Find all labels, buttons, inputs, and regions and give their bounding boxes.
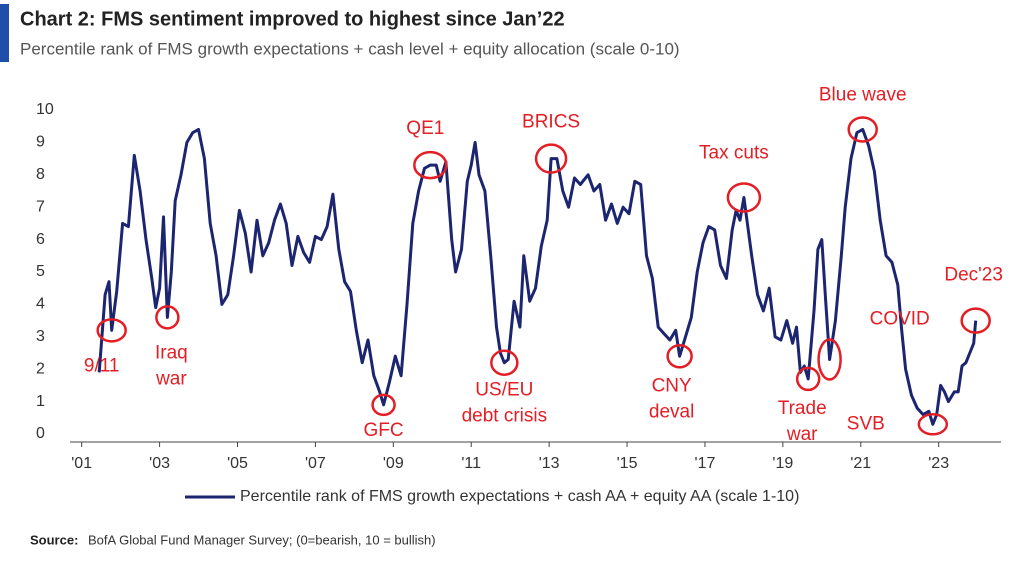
y-tick-label: 4	[36, 296, 45, 313]
series-line	[97, 127, 978, 426]
annotation-label: Blue wave	[819, 84, 907, 105]
annotation-circle	[371, 393, 396, 417]
annotation-circle	[726, 182, 762, 213]
annotation-label: debt crisis	[462, 406, 548, 427]
y-tick-label: 9	[36, 134, 45, 151]
annotation-label: CNY	[652, 375, 692, 396]
y-tick-label: 8	[36, 166, 45, 183]
annotation-label: COVID	[870, 308, 930, 329]
annotation-circle	[817, 338, 842, 381]
annotation-label: SVB	[847, 413, 885, 434]
chart-subtitle: Percentile rank of FMS growth expectatio…	[20, 39, 680, 58]
annotation-circle	[96, 318, 127, 343]
annotation-label: 9/11	[84, 355, 120, 376]
x-tick-label: '13	[539, 455, 560, 472]
annotation-circle	[413, 150, 448, 180]
annotation-label: deval	[649, 401, 694, 422]
x-tick-label: '21	[850, 455, 871, 472]
x-tick-label: '17	[695, 455, 716, 472]
annotation-label: BRICS	[522, 112, 580, 133]
y-tick-label: 3	[36, 328, 45, 345]
annotation-label: GFC	[364, 420, 404, 441]
legend-label: Percentile rank of FMS growth expectatio…	[240, 488, 799, 505]
chart-title: Chart 2: FMS sentiment improved to highe…	[20, 8, 565, 30]
x-tick-label: '01	[71, 455, 92, 472]
y-tick-label: 2	[36, 360, 45, 377]
y-tick-label: 0	[36, 425, 45, 442]
x-tick-label: '15	[617, 455, 638, 472]
x-tick-label: '23	[928, 455, 949, 472]
title-bar	[0, 4, 9, 62]
annotation-circle	[960, 307, 991, 334]
annotation-label: Trade	[778, 398, 827, 419]
annotation-circle	[795, 366, 821, 392]
annotation-label: QE1	[406, 118, 444, 139]
annotation-label: Dec'23	[944, 265, 1003, 286]
y-tick-label: 7	[36, 198, 45, 215]
x-tick-label: '05	[227, 455, 248, 472]
y-tick-label: 6	[36, 231, 45, 248]
annotation-label: war	[155, 368, 187, 389]
x-tick-label: '19	[772, 455, 793, 472]
annotation-label: US/EU	[475, 380, 533, 401]
annotation-circle	[155, 305, 180, 330]
annotation-circle	[917, 413, 949, 436]
annotation-circle	[666, 343, 693, 369]
source-text: BofA Global Fund Manager Survey; (0=bear…	[88, 532, 436, 547]
y-tick-label: 10	[36, 101, 54, 118]
y-tick-label: 1	[36, 393, 45, 410]
annotation-circle	[490, 349, 519, 376]
y-tick-label: 5	[36, 263, 45, 280]
source-label: Source:	[30, 532, 78, 547]
annotation-label: war	[786, 424, 818, 445]
x-tick-label: '11	[461, 455, 481, 472]
x-tick-label: '09	[383, 455, 404, 472]
annotation-label: Tax cuts	[699, 142, 769, 163]
annotation-circle	[534, 143, 568, 174]
annotation-circle	[847, 116, 878, 143]
annotation-label: Iraq	[155, 342, 188, 363]
x-tick-label: '03	[149, 455, 170, 472]
x-tick-label: '07	[305, 455, 326, 472]
